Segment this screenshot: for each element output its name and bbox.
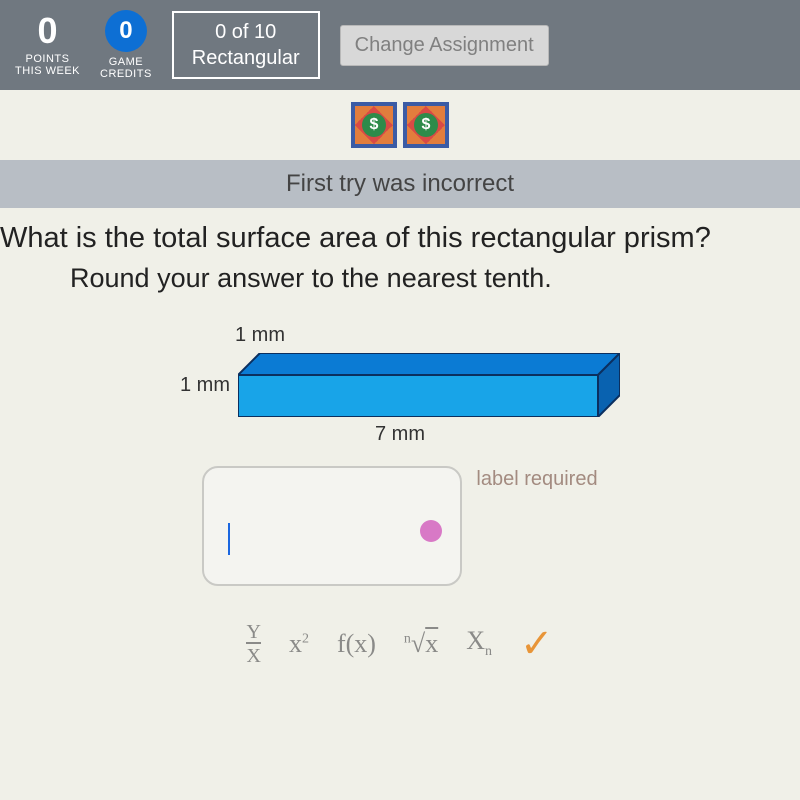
dim-length: 7 mm (375, 423, 425, 446)
credits-value: 0 (105, 10, 147, 52)
math-toolbar: Y X x2 f(x) n√x Xn ✓ (0, 620, 800, 667)
x-squared-button[interactable]: x2 (289, 629, 309, 659)
fraction-button[interactable]: Y X (246, 622, 260, 666)
progress-count: 0 of 10 (192, 19, 300, 45)
change-assignment-button[interactable]: Change Assignment (340, 25, 549, 66)
x-sub-n-button[interactable]: Xn (466, 626, 492, 660)
dollar-icon: $ (362, 113, 386, 137)
question-line2: Round your answer to the nearest tenth. (70, 263, 794, 294)
input-handle[interactable] (420, 520, 442, 542)
frac-top: Y (246, 622, 260, 642)
submit-check-button[interactable]: ✓ (520, 620, 554, 667)
prism-svg (238, 353, 620, 417)
header-bar: 0 POINTSTHIS WEEK 0 GAMECREDITS 0 of 10 … (0, 0, 800, 90)
points-value: 0 (15, 13, 80, 49)
answer-row: label required (0, 466, 800, 586)
question-block: What is the total surface area of this r… (0, 208, 800, 294)
dollar-icon: $ (414, 113, 438, 137)
credits-stat: 0 GAMECREDITS (100, 10, 152, 80)
prism-diagram: 1 mm 1 mm 7 mm (0, 324, 800, 446)
frac-bot: X (246, 642, 260, 666)
question-line1: What is the total surface area of this r… (0, 222, 794, 255)
dollar-tile[interactable]: $ (351, 102, 397, 148)
credits-label: GAMECREDITS (100, 56, 152, 80)
feedback-bar: First try was incorrect (0, 160, 800, 208)
progress-topic: Rectangular (192, 45, 300, 71)
points-stat: 0 POINTSTHIS WEEK (15, 13, 80, 77)
dollar-tile[interactable]: $ (403, 102, 449, 148)
dim-height: 1 mm (180, 374, 230, 397)
nth-root-button[interactable]: n√x (404, 629, 438, 659)
reward-row: $ $ (0, 90, 800, 160)
text-cursor (228, 523, 230, 555)
answer-input[interactable] (202, 466, 462, 586)
label-required-text: label required (476, 466, 597, 491)
dim-width: 1 mm (235, 324, 285, 347)
progress-box: 0 of 10 Rectangular (172, 11, 320, 79)
points-label: POINTSTHIS WEEK (15, 53, 80, 77)
fx-button[interactable]: f(x) (337, 629, 376, 659)
